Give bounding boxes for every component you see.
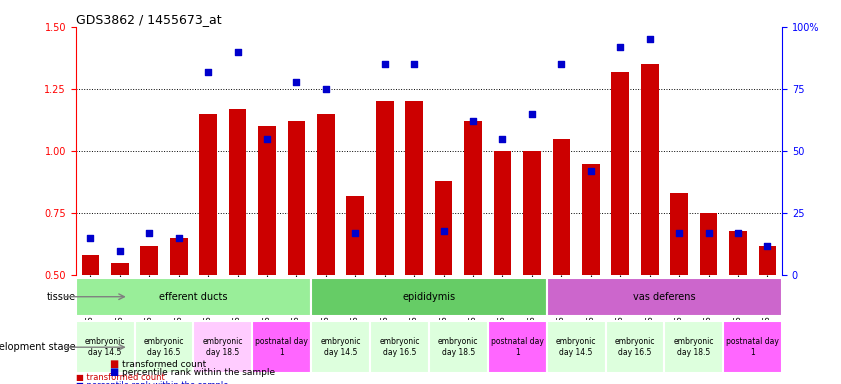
FancyBboxPatch shape <box>76 278 311 316</box>
FancyBboxPatch shape <box>488 321 547 373</box>
FancyBboxPatch shape <box>252 321 311 373</box>
FancyBboxPatch shape <box>370 321 429 373</box>
Bar <box>700 213 717 384</box>
Point <box>407 61 420 67</box>
Bar <box>82 255 99 384</box>
Text: embryonic
day 18.5: embryonic day 18.5 <box>438 338 479 357</box>
Point <box>525 111 538 117</box>
Bar <box>140 245 158 384</box>
Bar <box>553 139 570 384</box>
Point <box>348 230 362 236</box>
Point <box>202 68 215 74</box>
Text: percentile rank within the sample: percentile rank within the sample <box>122 368 275 377</box>
Bar <box>435 181 452 384</box>
Text: postnatal day
1: postnatal day 1 <box>491 338 543 357</box>
Text: embryonic
day 18.5: embryonic day 18.5 <box>674 338 714 357</box>
Text: embryonic
day 14.5: embryonic day 14.5 <box>85 338 125 357</box>
Bar <box>258 126 276 384</box>
FancyBboxPatch shape <box>76 321 135 373</box>
Point <box>584 168 597 174</box>
FancyBboxPatch shape <box>547 321 606 373</box>
Bar <box>376 101 394 384</box>
Bar <box>582 164 600 384</box>
Point <box>496 136 510 142</box>
Point <box>732 230 745 236</box>
FancyBboxPatch shape <box>135 321 193 373</box>
Point <box>761 242 775 248</box>
Text: embryonic
day 16.5: embryonic day 16.5 <box>379 338 420 357</box>
Text: postnatal day
1: postnatal day 1 <box>256 338 308 357</box>
Bar <box>346 196 364 384</box>
FancyBboxPatch shape <box>193 321 252 373</box>
Text: embryonic
day 14.5: embryonic day 14.5 <box>320 338 361 357</box>
FancyBboxPatch shape <box>429 321 488 373</box>
FancyBboxPatch shape <box>311 321 370 373</box>
Bar <box>170 238 188 384</box>
Text: ■: ■ <box>109 359 119 369</box>
Bar <box>405 101 423 384</box>
Text: efferent ducts: efferent ducts <box>159 292 228 302</box>
Point <box>261 136 274 142</box>
Point <box>673 230 686 236</box>
Bar <box>199 114 217 384</box>
FancyBboxPatch shape <box>606 321 664 373</box>
Text: embryonic
day 14.5: embryonic day 14.5 <box>556 338 596 357</box>
Point <box>701 230 715 236</box>
Bar <box>317 114 335 384</box>
Point <box>555 61 569 67</box>
Text: ■ transformed count: ■ transformed count <box>76 373 165 382</box>
Point <box>378 61 392 67</box>
Text: development stage: development stage <box>0 342 76 352</box>
Bar <box>670 194 688 384</box>
FancyBboxPatch shape <box>547 278 782 316</box>
Point <box>614 44 627 50</box>
Point <box>289 78 303 84</box>
Text: vas deferens: vas deferens <box>633 292 696 302</box>
Bar <box>111 263 129 384</box>
Bar <box>464 121 482 384</box>
Point <box>466 118 479 124</box>
Point <box>437 228 451 234</box>
Text: ■ percentile rank within the sample: ■ percentile rank within the sample <box>76 381 228 384</box>
Text: epididymis: epididymis <box>402 292 456 302</box>
Bar <box>729 231 747 384</box>
Bar <box>288 121 305 384</box>
Bar <box>759 245 776 384</box>
Point <box>172 235 185 241</box>
Point <box>113 247 126 253</box>
Text: tissue: tissue <box>46 292 76 302</box>
Point <box>643 36 657 42</box>
Text: embryonic
day 16.5: embryonic day 16.5 <box>615 338 655 357</box>
Text: embryonic
day 16.5: embryonic day 16.5 <box>144 338 184 357</box>
Point <box>320 86 333 92</box>
Text: postnatal day
1: postnatal day 1 <box>727 338 779 357</box>
FancyBboxPatch shape <box>723 321 782 373</box>
Point <box>142 230 156 236</box>
FancyBboxPatch shape <box>311 278 547 316</box>
Text: transformed count: transformed count <box>122 361 206 369</box>
Text: ■: ■ <box>109 367 119 377</box>
Text: embryonic
day 18.5: embryonic day 18.5 <box>203 338 243 357</box>
Bar <box>494 151 511 384</box>
Text: GDS3862 / 1455673_at: GDS3862 / 1455673_at <box>76 13 221 26</box>
FancyBboxPatch shape <box>664 321 723 373</box>
Bar <box>611 71 629 384</box>
Bar <box>229 109 246 384</box>
Bar <box>523 151 541 384</box>
Point <box>83 235 97 241</box>
Point <box>230 49 244 55</box>
Bar <box>641 64 659 384</box>
